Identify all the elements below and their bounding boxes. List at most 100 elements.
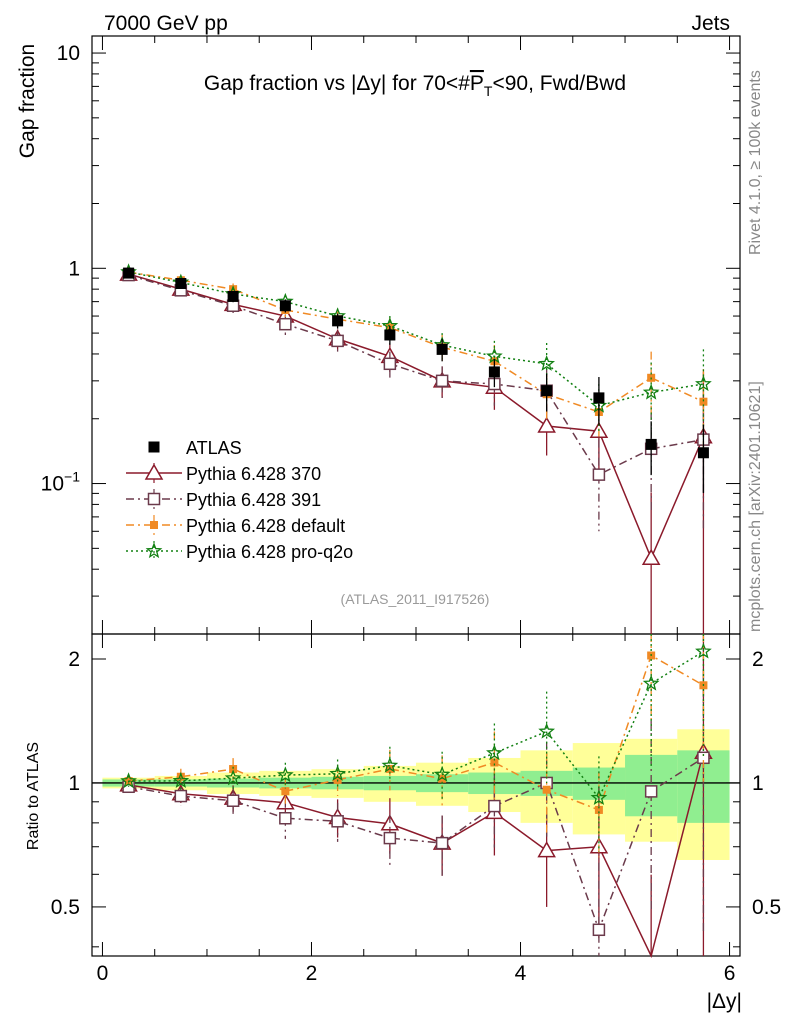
axes-and-ticks: 0 2 4 6 1 10 10−1 0.5 0.5 1 1 2 2 <box>41 35 781 985</box>
data-point <box>384 329 396 341</box>
series-atlas <box>123 267 709 494</box>
data-point <box>488 366 500 378</box>
ratio-y-tick-label: 2 <box>68 648 80 671</box>
data-point <box>150 521 158 529</box>
data-point <box>435 374 449 388</box>
data-point <box>592 923 606 937</box>
main-y-axis-label: Gap fraction <box>16 44 39 158</box>
data-point <box>699 397 708 406</box>
data-point <box>175 277 187 289</box>
data-point <box>145 542 163 559</box>
legend-label: Pythia 6.428 391 <box>186 490 321 510</box>
series-pythia-6-428-391 <box>122 268 710 956</box>
legend-entry-pythia-6-428-pro-q2o: Pythia 6.428 pro-q2o <box>126 541 353 562</box>
data-point <box>541 385 553 397</box>
data-point <box>172 772 190 788</box>
data-point <box>593 392 605 404</box>
series-pythia-6-428-pro-q2o <box>120 263 712 852</box>
main-series-line <box>128 273 705 561</box>
data-point <box>329 764 346 781</box>
data-point <box>537 416 556 433</box>
x-tick-label: 2 <box>306 962 318 985</box>
header-left: 7000 GeV pp <box>104 12 228 35</box>
series-pythia-6-428-370 <box>119 264 713 959</box>
main-series-line <box>128 274 704 476</box>
data-point <box>279 812 292 825</box>
data-point <box>383 831 397 845</box>
data-point <box>642 383 660 400</box>
data-point <box>538 354 556 371</box>
analysis-id: (ATLAS_2011_I917526) <box>341 591 490 607</box>
ratio-y-tick-label: 0.5 <box>51 896 80 919</box>
data-point <box>695 642 712 659</box>
data-point <box>276 766 294 783</box>
data-point <box>490 758 499 767</box>
data-point <box>592 468 606 481</box>
rivet-version-label: Rivet 4.1.0, ≥ 100k events <box>747 70 764 255</box>
data-point <box>279 300 291 312</box>
data-point <box>642 674 660 691</box>
ratio-y-tick-label-right: 1 <box>752 772 764 795</box>
legend-entry-pythia-6-428-391: Pythia 6.428 391 <box>126 489 321 510</box>
series-layer <box>119 263 713 959</box>
main-y-tick-label: 10−1 <box>41 469 81 496</box>
legend-label: ATLAS <box>186 438 242 458</box>
legend: ATLAS Pythia 6.428 370 Pythia 6.428 391 Pyt… <box>126 438 353 562</box>
legend-label: Pythia 6.428 370 <box>186 464 321 484</box>
ratio-y-axis-label: Ratio to ATLAS <box>25 742 42 850</box>
data-point <box>435 836 449 850</box>
ratio-y-tick-label: 1 <box>68 772 80 795</box>
data-point <box>281 787 290 796</box>
ratio-y-tick-label-right: 2 <box>752 648 764 671</box>
data-point <box>381 756 399 773</box>
x-tick-label: 6 <box>724 962 736 985</box>
data-point <box>488 799 501 813</box>
main-series-line <box>128 271 704 407</box>
data-point <box>174 789 188 803</box>
header-right: Jets <box>691 12 730 35</box>
chart-title: Gap fraction vs |Δy| for 70<#PT<90, Fwd/… <box>204 72 626 99</box>
data-point <box>641 548 661 565</box>
data-point <box>120 772 137 789</box>
data-point <box>486 744 503 761</box>
data-point <box>436 343 448 355</box>
data-point <box>542 785 551 794</box>
data-point <box>383 357 397 371</box>
ratio-series-line <box>128 650 704 800</box>
data-point <box>147 492 161 506</box>
data-point <box>538 722 556 739</box>
data-point <box>594 805 603 814</box>
data-point <box>645 438 657 450</box>
main-y-tick-label: 10 <box>57 42 80 65</box>
ratio-series-line <box>128 654 704 811</box>
data-point <box>332 315 344 327</box>
data-point <box>331 334 344 348</box>
data-point <box>644 785 658 798</box>
data-point <box>224 769 242 786</box>
ratio-series-line <box>128 752 705 959</box>
legend-label: Pythia 6.428 pro-q2o <box>186 542 353 562</box>
x-axis-label: |Δy| <box>707 990 742 1013</box>
ratio-y-tick-label-right: 0.5 <box>752 896 781 919</box>
data-point <box>226 794 240 807</box>
data-point <box>144 463 164 480</box>
legend-entry-pythia-6-428-default: Pythia 6.428 default <box>126 515 345 536</box>
data-point <box>697 447 709 459</box>
ratio-series-line <box>128 757 704 932</box>
mcplots-label: mcplots.cern.ch [arXiv:2401.10621] <box>747 381 764 632</box>
data-point <box>590 789 608 805</box>
data-point <box>227 290 239 302</box>
legend-entry-atlas: ATLAS <box>148 438 242 458</box>
data-point <box>123 267 135 279</box>
x-tick-label: 4 <box>515 962 527 985</box>
data-point <box>229 765 238 774</box>
main-series-line <box>128 271 704 413</box>
legend-entry-pythia-6-428-370: Pythia 6.428 370 <box>126 463 321 484</box>
data-point <box>176 772 185 781</box>
main-y-tick-label: 1 <box>68 257 80 280</box>
data-point <box>331 815 344 828</box>
legend-label: Pythia 6.428 default <box>186 516 345 536</box>
data-point <box>148 441 160 453</box>
data-point <box>695 375 712 392</box>
